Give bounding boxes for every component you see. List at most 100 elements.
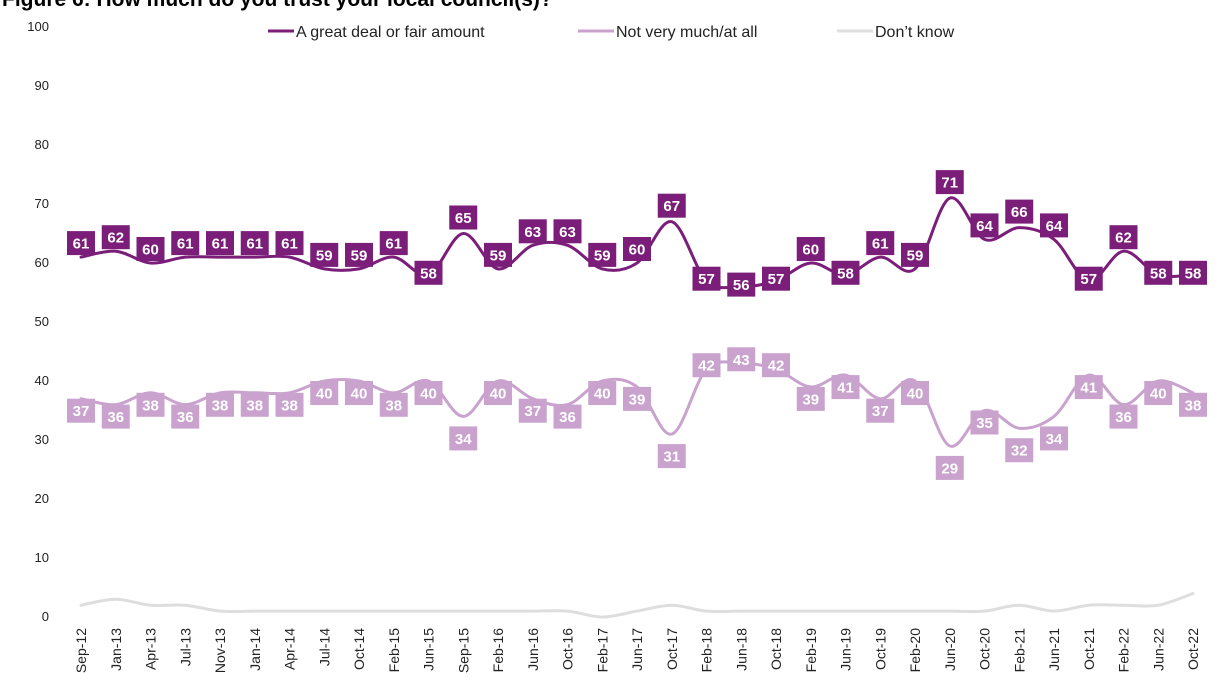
data-label: 36: [559, 409, 576, 426]
data-label: 59: [490, 247, 507, 264]
data-label-box: [345, 242, 373, 267]
y-tick-label: 40: [35, 373, 49, 388]
x-tick-label: Jan-13: [108, 628, 124, 671]
x-tick-label: Apr-13: [143, 628, 159, 670]
data-label-box: [1074, 266, 1103, 291]
x-tick-label: Feb-15: [386, 628, 402, 673]
data-label: 43: [733, 352, 750, 369]
data-label-box: [588, 381, 617, 405]
data-label: 36: [1115, 409, 1132, 426]
data-label-box: [171, 404, 200, 429]
data-label: 37: [524, 403, 541, 420]
data-label-box: [692, 353, 721, 378]
data-label: 59: [316, 247, 333, 264]
x-tick-label: Jun-16: [525, 628, 541, 671]
x-tick-label: Jun-17: [629, 628, 645, 671]
data-label: 42: [698, 358, 715, 375]
data-label: 41: [837, 380, 854, 397]
legend-label: A great deal or fair amount: [296, 24, 485, 41]
x-tick-label: Oct-14: [351, 628, 367, 670]
data-label: 60: [629, 242, 646, 259]
data-labels: 61 37 62 36 60 38 61 36 61 38 61 38 61 38 59 40 59 40 61 38…: [67, 170, 1207, 480]
x-tick-label: Jun-15: [421, 628, 437, 671]
data-label-box: [796, 237, 825, 261]
data-label-box: [1144, 381, 1173, 405]
data-label-box: [866, 398, 895, 423]
data-label: 56: [733, 277, 750, 294]
data-label-box: [970, 410, 999, 435]
data-label: 60: [142, 242, 159, 259]
legend: A great deal or fair amount Not very much…: [268, 24, 955, 41]
data-label-box: [449, 426, 478, 451]
data-label-box: [101, 225, 130, 250]
x-tick-label: Nov-13: [212, 628, 228, 673]
data-label-box: [762, 353, 790, 378]
x-tick-label: Feb-16: [490, 628, 506, 673]
data-label: 61: [281, 236, 298, 253]
data-label: 58: [420, 265, 437, 282]
data-label-box: [1144, 260, 1173, 285]
y-tick-label: 60: [35, 255, 49, 270]
data-label-box: [67, 398, 95, 423]
data-label: 61: [212, 236, 229, 253]
x-tick-label: Feb-18: [699, 628, 715, 673]
data-label: 34: [455, 431, 472, 448]
x-tick-label: Oct-20: [977, 628, 993, 670]
data-label: 39: [802, 391, 819, 408]
data-label-box: [345, 381, 373, 405]
data-label: 29: [941, 460, 958, 477]
data-label-box: [449, 205, 478, 230]
x-tick-label: Oct-17: [664, 628, 680, 670]
y-tick-label: 100: [27, 19, 49, 34]
y-tick-label: 30: [35, 432, 49, 447]
data-label-box: [101, 404, 130, 429]
y-tick-label: 0: [42, 609, 49, 624]
x-tick-label: Apr-14: [282, 628, 298, 670]
legend-label: Don’t know: [875, 24, 955, 41]
data-label-box: [414, 381, 443, 405]
x-tick-label: Jun-20: [942, 628, 958, 671]
data-label: 64: [1046, 218, 1063, 235]
x-tick-label: Jun-22: [1150, 628, 1166, 671]
data-label-box: [796, 386, 825, 411]
y-tick-label: 90: [35, 78, 49, 93]
data-label: 40: [1150, 386, 1167, 403]
data-label: 58: [1185, 265, 1202, 282]
data-label-box: [623, 386, 651, 411]
data-label: 38: [142, 397, 159, 414]
data-label: 34: [1046, 431, 1063, 448]
data-label: 59: [907, 247, 924, 264]
x-tick-label: Jan-14: [247, 628, 263, 671]
y-axis: 0 10 20 30 40 50 60 70 80 90 100: [27, 19, 49, 624]
data-label: 37: [73, 403, 90, 420]
data-label: 42: [768, 358, 785, 375]
data-label-box: [206, 392, 234, 417]
y-tick-label: 50: [35, 314, 49, 329]
data-label: 38: [281, 397, 298, 414]
data-label-box: [553, 219, 582, 244]
data-label-box: [831, 375, 860, 400]
data-label: 40: [420, 386, 437, 403]
data-label: 37: [872, 403, 889, 420]
data-label-box: [970, 213, 999, 238]
data-label-box: [1005, 438, 1034, 463]
data-label-box: [935, 170, 964, 195]
data-label-box: [67, 231, 95, 256]
data-label: 59: [351, 247, 368, 264]
x-tick-label: Feb-22: [1116, 628, 1132, 673]
data-label: 58: [1150, 265, 1167, 282]
x-tick-label: Sep-15: [455, 628, 471, 673]
data-label-box: [1179, 260, 1207, 285]
x-tick-label: Sep-12: [73, 628, 89, 673]
data-label-box: [657, 193, 686, 218]
data-label: 38: [1185, 397, 1202, 414]
y-tick-label: 70: [35, 196, 49, 211]
data-label: 38: [246, 397, 263, 414]
data-label: 38: [212, 397, 229, 414]
data-label-box: [414, 260, 443, 285]
data-label: 41: [1080, 380, 1097, 397]
data-label: 66: [1011, 204, 1028, 221]
data-label-box: [240, 392, 269, 417]
data-label-box: [136, 392, 165, 417]
